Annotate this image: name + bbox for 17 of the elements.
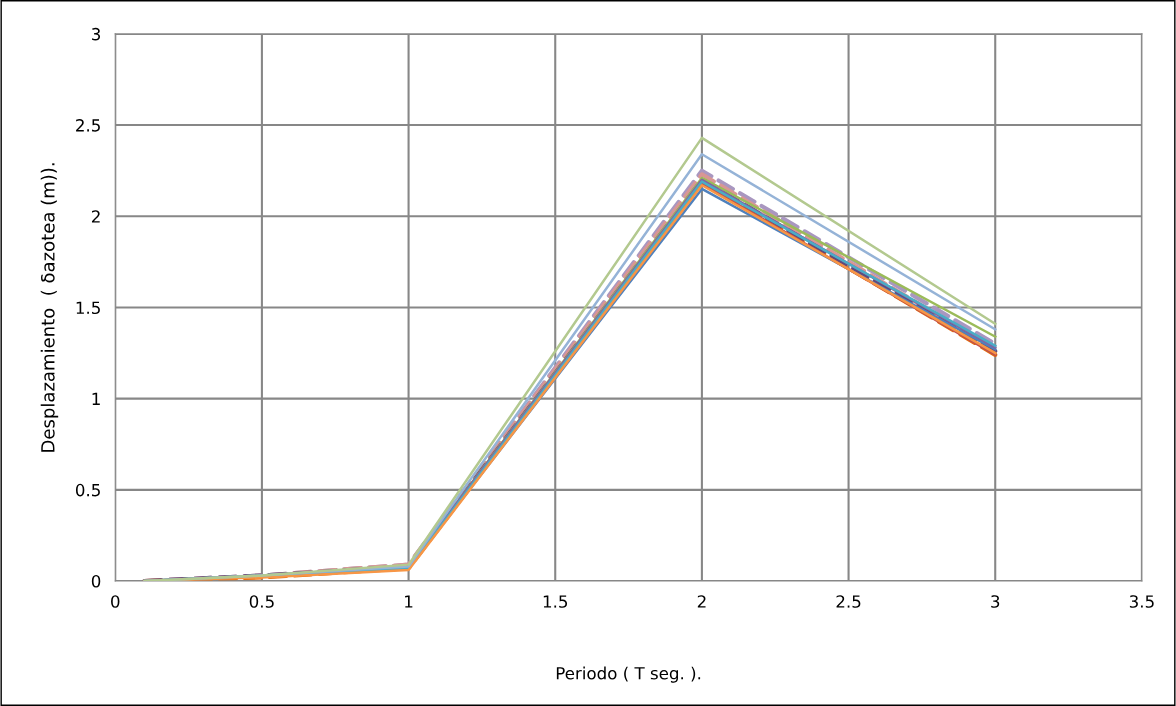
y-tick-label: 0 xyxy=(91,575,101,588)
y-tick-label: 0.5 xyxy=(75,483,100,497)
y-tick-label: 2.5 xyxy=(76,119,100,132)
x-tick-label: 3 xyxy=(991,595,1000,608)
x-tick-label: 2.5 xyxy=(836,595,861,608)
x-tick-label: 2 xyxy=(697,595,706,608)
y-tick-label: 2 xyxy=(91,210,100,223)
x-tick-label: 3.5 xyxy=(1129,595,1154,608)
x-axis-title: Periodo ( T seg. ). xyxy=(556,666,701,683)
x-tick-label: 0.5 xyxy=(249,595,274,608)
y-tick-label: 1 xyxy=(92,392,100,405)
x-tick-label: 1 xyxy=(405,595,413,608)
y-tick-label: 3 xyxy=(92,27,101,41)
x-tick-label: 1.5 xyxy=(543,595,568,608)
y-axis-title: Desplazamiento ( δazotea (m)). xyxy=(40,163,59,452)
y-tick-label: 1.5 xyxy=(76,301,100,315)
x-tick-label: 0 xyxy=(111,595,120,608)
